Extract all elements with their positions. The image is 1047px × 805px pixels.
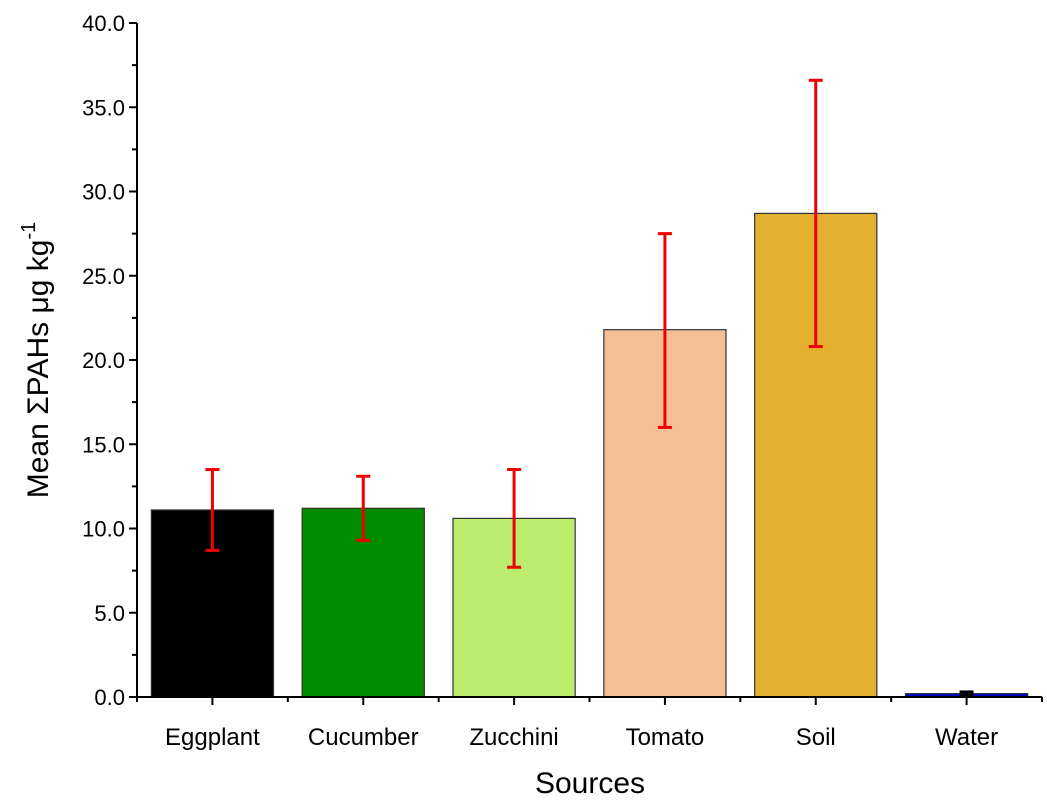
x-tick-label-soil: Soil (796, 724, 836, 751)
y-axis-title-superscript: -1 (18, 222, 40, 240)
y-tick-label: 30.0 (82, 180, 125, 205)
y-tick-label: 10.0 (82, 517, 125, 542)
y-ticks-group: 0.0 5.0 10.0 15.0 20.0 25.0 30.0 35.0 40.0 (82, 11, 137, 710)
y-tick-label: 5.0 (94, 601, 125, 626)
y-tick-label: 0.0 (94, 685, 125, 710)
error-bar-cucumber (356, 474, 371, 542)
y-tick-label: 40.0 (82, 11, 125, 36)
error-bar-zucchini (507, 468, 522, 569)
x-tick-label-tomato: Tomato (626, 724, 705, 751)
error-bar-soil (808, 78, 823, 349)
x-tick-label-eggplant: Eggplant (165, 724, 260, 751)
x-axis-title: Sources (535, 767, 645, 800)
error-bar-tomato (657, 232, 672, 429)
error-bar-eggplant (205, 468, 220, 552)
error-bars-group (205, 78, 974, 697)
error-bar-water (959, 690, 974, 697)
y-tick-label: 35.0 (82, 95, 125, 120)
y-tick-label: 25.0 (82, 264, 125, 289)
x-tick-label-cucumber: Cucumber (308, 724, 419, 751)
y-tick-label: 15.0 (82, 432, 125, 457)
y-axis-title: Mean ΣPAHs μg kg-1 (18, 222, 55, 499)
x-tick-label-water: Water (935, 724, 998, 751)
x-tick-label-zucchini: Zucchini (469, 724, 558, 751)
y-axis-title-main: Mean ΣPAHs μg kg (22, 240, 55, 499)
bars-group (150, 212, 1029, 698)
y-tick-label: 20.0 (82, 348, 125, 373)
x-ticks-group: Eggplant Cucumber Zucchini Tomato Soil Water (136, 697, 1043, 751)
